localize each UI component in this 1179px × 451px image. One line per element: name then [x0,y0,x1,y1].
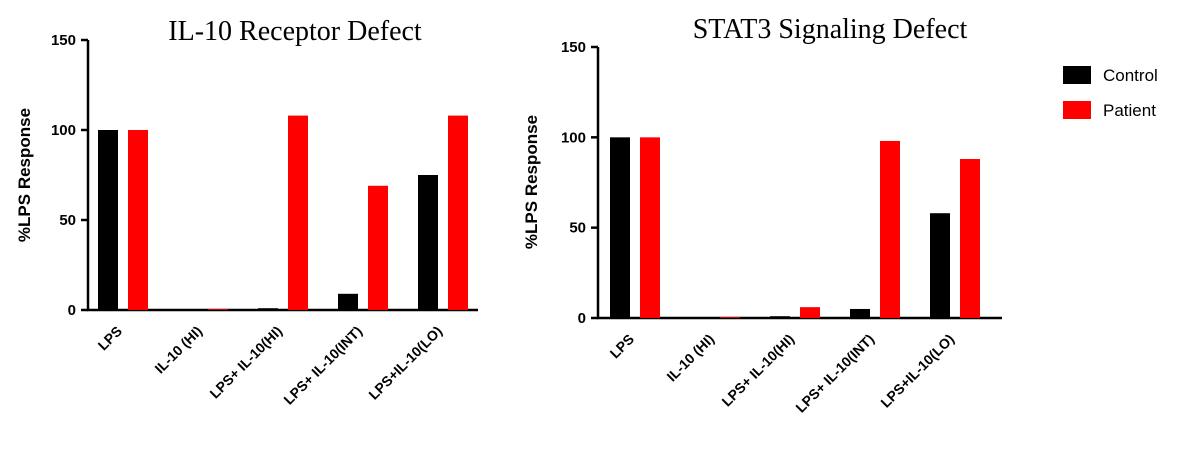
bar-control-2 [770,316,790,318]
bar-patient-1 [208,309,228,310]
legend: Control Patient [1063,66,1158,120]
y-tick-label: 50 [569,220,586,237]
bar-control-2 [258,308,278,310]
bar-control-4 [930,213,950,318]
bar-patient-2 [800,307,820,318]
bar-control-0 [610,137,630,318]
bar-control-4 [418,175,438,310]
y-tick-label: 100 [561,129,586,146]
bar-patient-3 [368,185,388,310]
bar-control-0 [98,130,118,310]
x-tick-label: LPS [95,323,126,354]
y-axis-label: %LPS Response [522,115,541,249]
y-tick-label: 150 [51,32,76,49]
x-tick-label: LPS+ IL-10(INT) [280,323,365,408]
y-tick-label: 150 [561,39,586,56]
y-tick-label: 0 [578,310,586,327]
bar-control-3 [338,293,358,310]
bar-patient-1 [720,317,740,318]
x-tick-label: LPS+IL-10(LO) [365,323,445,403]
y-tick-label: 0 [68,302,76,319]
legend-label-patient: Patient [1103,101,1156,120]
bar-control-1 [178,309,198,310]
chart-title: IL-10 Receptor Defect [168,16,422,47]
x-tick-label: LPS+IL-10(LO) [877,331,957,411]
y-tick-label: 50 [59,212,76,229]
bar-patient-0 [640,137,660,318]
legend-swatch-control [1063,66,1091,84]
x-tick-label: IL-10 (HI) [663,331,717,385]
x-tick-label: LPS+ IL-10(HI) [718,331,797,410]
x-tick-label: LPS [607,331,638,362]
x-tick-label: LPS+ IL-10(HI) [206,323,285,402]
bar-control-3 [850,308,870,318]
bar-patient-2 [288,115,308,310]
bar-patient-4 [960,159,980,318]
bar-control-1 [690,317,710,318]
chart-il10-receptor-defect: IL-10 Receptor Defect %LPS Response 0 50 1… [15,16,478,408]
x-tick-label: LPS+ IL-10(INT) [792,331,877,416]
y-tick-label: 100 [51,122,76,139]
legend-label-control: Control [1103,66,1158,85]
bar-patient-3 [880,140,900,318]
chart-stat3-signaling-defect: STAT3 Signaling Defect %LPS Response 0 50… [522,14,1002,416]
y-axis-label: %LPS Response [15,108,34,242]
bar-patient-4 [448,115,468,310]
legend-swatch-patient [1063,101,1091,119]
bar-patient-0 [128,130,148,310]
chart-title: STAT3 Signaling Defect [693,14,968,45]
x-tick-label: IL-10 (HI) [151,323,205,377]
